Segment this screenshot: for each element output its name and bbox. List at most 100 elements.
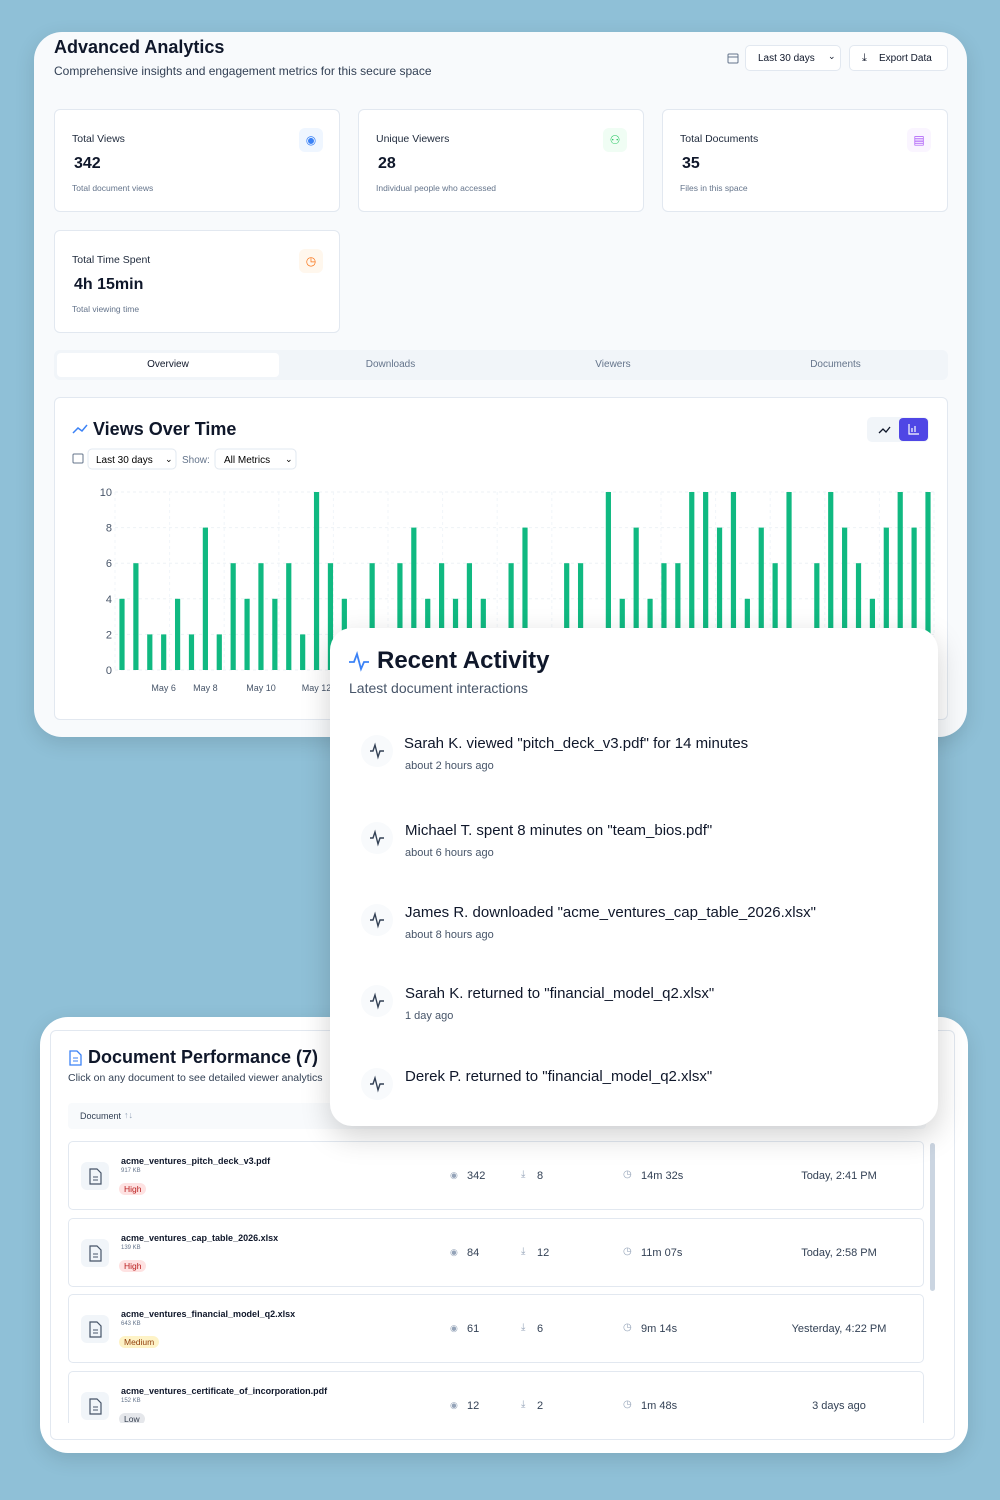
activity-icon: [361, 985, 393, 1017]
scrollbar[interactable]: [930, 1143, 935, 1291]
file-name: acme_ventures_certificate_of_incorporati…: [121, 1386, 328, 1396]
activity-time: about 2 hours ago: [405, 760, 494, 772]
last-viewed: Today, 2:58 PM: [801, 1247, 877, 1259]
activity-time: 1 day ago: [405, 1010, 454, 1022]
last-viewed: 3 days ago: [812, 1400, 866, 1412]
bar: [842, 527, 848, 670]
y-tick-label: 6: [106, 558, 112, 570]
chevron: ⌄: [828, 51, 836, 61]
stat-label: Unique Viewers: [376, 133, 450, 145]
file-name: acme_ventures_financial_model_q2.xlsx: [121, 1309, 296, 1319]
tab[interactable]: Viewers: [595, 359, 631, 370]
bar: [730, 492, 737, 670]
bar: [758, 527, 764, 670]
documents-title: Document Performance (7): [88, 1047, 319, 1067]
stat-label: Total Documents: [680, 133, 759, 145]
activity-text: Sarah K. viewed "pitch_deck_v3.pdf" for …: [404, 735, 749, 752]
calendar-icon: [72, 453, 84, 464]
priority-badge: High: [119, 1183, 147, 1195]
activity-icon: [361, 822, 393, 854]
views: 84: [467, 1247, 480, 1259]
file-icon: [81, 1315, 109, 1343]
trend-icon: [72, 424, 88, 434]
bar: [772, 563, 778, 670]
bar: [174, 598, 181, 670]
time-spent: 14m 32s: [641, 1170, 684, 1182]
bar: [244, 598, 250, 670]
export-button[interactable]: ⤓ Export Data: [849, 45, 948, 71]
metric-select[interactable]: [214, 448, 297, 470]
bar: [272, 598, 278, 670]
sort-icon[interactable]: ↑↓: [124, 1110, 133, 1120]
page-title: Advanced Analytics: [54, 37, 225, 57]
tabs: Overview Downloads Viewers Documents: [54, 350, 948, 380]
file-name: acme_ventures_pitch_deck_v3.pdf: [121, 1156, 271, 1166]
table-body: acme_ventures_pitch_deck_v3.pdf 917 KB Hig…: [51, 1141, 954, 1423]
line-view-button[interactable]: [878, 426, 891, 434]
tab[interactable]: Overview: [57, 353, 279, 377]
bar: [661, 563, 667, 670]
bar: [397, 563, 403, 670]
y-tick-label: 4: [106, 594, 112, 606]
document-row[interactable]: acme_ventures_cap_table_2026.xlsx 139 KB H…: [68, 1218, 924, 1287]
bar: [703, 492, 709, 670]
tab[interactable]: Documents: [810, 359, 861, 370]
download-icon: ⤓: [521, 1322, 526, 1333]
bar: [258, 563, 264, 670]
stat-value: 342: [74, 155, 101, 172]
bar: [411, 527, 417, 670]
file-icon: [81, 1162, 109, 1190]
tab[interactable]: Downloads: [365, 359, 416, 370]
range-select-label: Last 30 days: [96, 455, 153, 466]
eye-icon: ◉: [450, 1170, 458, 1180]
bar: [216, 634, 222, 670]
clock-icon: ◷: [623, 1246, 632, 1257]
stat-caption: Files in this space: [680, 183, 748, 193]
stat-value: 35: [682, 155, 700, 172]
document-row[interactable]: acme_ventures_financial_model_q2.xlsx 643…: [68, 1294, 924, 1363]
document-row[interactable]: acme_ventures_certificate_of_incorporati…: [68, 1371, 924, 1423]
file-icon: [81, 1239, 109, 1267]
stat-label: Total Time Spent: [72, 254, 151, 266]
eye-icon: ◉: [450, 1247, 458, 1257]
range-select[interactable]: [87, 448, 177, 470]
clock-icon: ◷: [623, 1169, 632, 1180]
bar: [522, 527, 528, 670]
activity-icon: [361, 904, 393, 936]
stat-caption: Total viewing time: [72, 304, 140, 314]
activity-icon: [361, 1068, 393, 1100]
column-header[interactable]: Document: [80, 1111, 122, 1121]
document-row[interactable]: acme_ventures_pitch_deck_v3.pdf 917 KB Hig…: [68, 1141, 924, 1210]
views: 61: [467, 1323, 480, 1335]
documents-card: Document Performance (7) Click on any do…: [50, 1030, 955, 1440]
pulse: [370, 829, 384, 847]
bar: [147, 634, 153, 670]
bar: [633, 527, 639, 670]
bar: [897, 492, 903, 670]
bar: [300, 634, 306, 670]
last-viewed: Today, 2:41 PM: [801, 1170, 877, 1182]
stat-card: Total Time Spent 4h 15min Total viewing ti…: [54, 230, 340, 333]
page-subtitle: Comprehensive insights and engagement me…: [54, 64, 432, 78]
file-glyph: [89, 1321, 102, 1338]
views: 12: [467, 1400, 480, 1412]
activity-text: James R. downloaded "acme_ventures_cap_t…: [405, 904, 816, 921]
clock-icon: ◷: [623, 1399, 632, 1410]
activity-subtitle: Latest document interactions: [349, 680, 528, 696]
documents-subtitle: Click on any document to see detailed vi…: [68, 1072, 323, 1084]
date-select[interactable]: Last 30 days ⌄: [745, 45, 841, 71]
stat-card: Total Views 342 Total document views ◉: [54, 109, 340, 212]
chevron: ⌄: [165, 454, 173, 464]
metric-select-label: All Metrics: [224, 455, 270, 466]
stat-value: 28: [378, 155, 396, 172]
clock-icon: ◷: [623, 1322, 632, 1333]
eye-icon: ◉: [450, 1400, 458, 1410]
bar-view-button[interactable]: [899, 418, 928, 441]
doc-icon: [69, 1050, 82, 1066]
bar: [188, 634, 195, 670]
bar: [202, 527, 208, 670]
activity-icon: [349, 651, 369, 672]
bar: [327, 563, 334, 670]
